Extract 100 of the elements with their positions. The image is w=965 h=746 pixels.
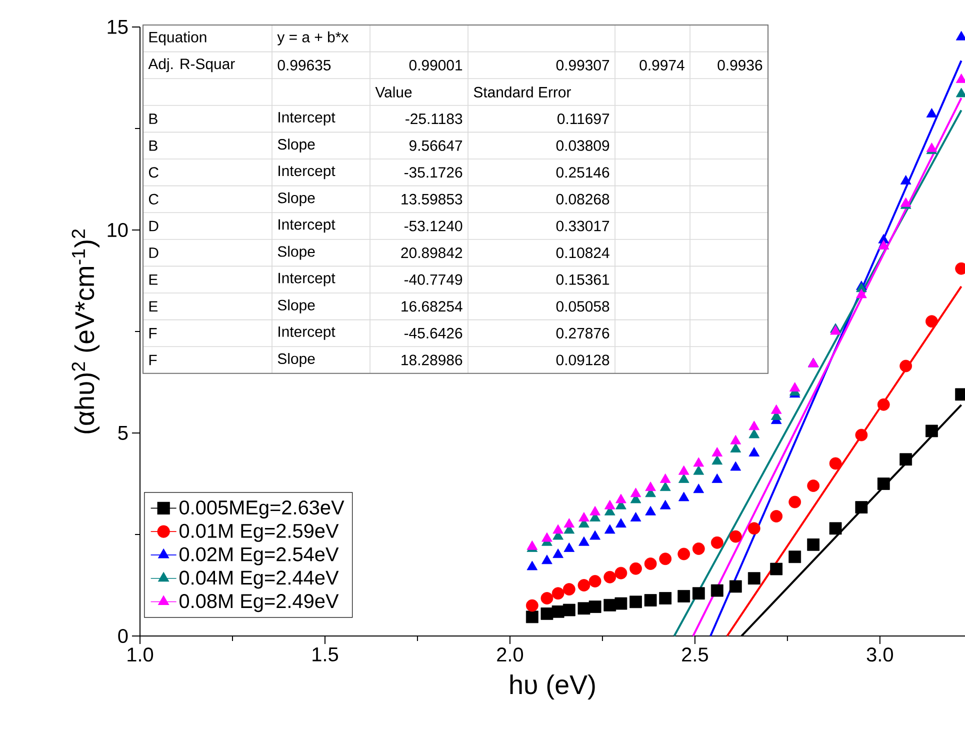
point [630,562,642,575]
point [526,540,538,550]
point [552,605,564,618]
point [659,592,672,604]
point [614,566,628,580]
point [748,447,760,456]
point [770,562,783,576]
annotation: Slope [278,138,315,153]
point [926,424,938,438]
point [926,142,938,152]
annotation: 0.10824 [556,248,610,258]
x-tick-label: 3.0 [866,648,893,662]
point [526,560,538,570]
point [926,108,938,118]
annotation: C [148,194,158,204]
point [730,443,742,452]
point [900,360,912,372]
point [526,610,538,624]
point [678,465,690,475]
annotation: Slope [278,299,315,314]
legend-label: 0.04M Eg=2.44eV [180,570,339,589]
point [678,492,690,502]
point [678,548,690,560]
annotation: 0.99635 [278,60,331,70]
point [552,587,564,600]
x-tick-label: 2.5 [682,648,708,662]
annotation: -53.1240 [404,220,462,232]
annotation: 0.09128 [556,354,610,366]
point [660,482,671,492]
point [564,542,575,552]
point [562,583,576,596]
point [829,457,842,470]
point [770,404,782,414]
point [807,538,820,551]
point [748,522,760,535]
point [590,530,600,540]
annotation: Intercept [278,219,336,233]
point [564,518,575,528]
point [542,532,552,542]
point [616,494,626,504]
annotation: E [149,301,158,312]
y-tick-label: 0 [118,628,128,644]
point [630,512,642,522]
annotation: -45.6426 [404,328,462,338]
annotation: 0.99307 [556,60,610,70]
point [604,524,616,534]
point [645,506,656,516]
y-tick-label: 10 [108,222,128,238]
point [660,500,671,510]
annotation: E [149,274,158,285]
point [588,574,602,588]
point [659,552,672,566]
point [748,572,760,585]
point [730,461,742,471]
x-tick-label: 1.5 [312,648,338,662]
point [614,597,628,610]
point [710,536,724,549]
annotation: B [149,114,158,124]
point [710,584,724,597]
annotation: D [149,220,158,232]
point [604,570,616,584]
x-tick-label: 1.0 [128,648,154,662]
y-axis-title: (αhυ)$^{2}$ (eV*cm$^{-1}$)$^{2}$ [72,229,100,434]
annotation: 16.68254 [402,301,462,312]
point [526,599,538,612]
annotation: 0.05058 [556,301,610,312]
annotation: 18.28986 [402,354,462,366]
annotation: -25.1183 [406,114,462,124]
point [712,455,723,465]
point [730,434,742,444]
point [630,596,642,608]
annotation: 0.15361 [556,274,610,285]
point [926,315,938,328]
point [900,175,912,184]
point [645,482,656,492]
point [693,484,704,494]
point [540,592,554,604]
annotation: Standard Error [474,86,571,98]
point [788,496,802,508]
annotation: Slope [278,246,315,260]
annotation: 0.25146 [556,167,610,178]
y-tick-label: 5 [118,426,128,440]
point [578,579,590,592]
point [578,512,590,522]
annotation: Equation [149,31,206,46]
point [630,488,642,498]
annotation: 0.11697 [557,114,610,124]
point [644,558,657,570]
annotation: 20.89842 [401,248,462,258]
point [712,473,723,483]
annotation: Intercept [278,272,336,286]
annotation: -35.1726 [404,167,462,178]
annotation: Adj. R-Squar [148,58,235,72]
point [729,580,742,593]
legend-label: 0.01M Eg=2.59eV [180,524,339,542]
point [807,480,820,492]
point [552,548,564,558]
point [693,465,704,475]
point [692,542,705,555]
point [770,510,783,522]
